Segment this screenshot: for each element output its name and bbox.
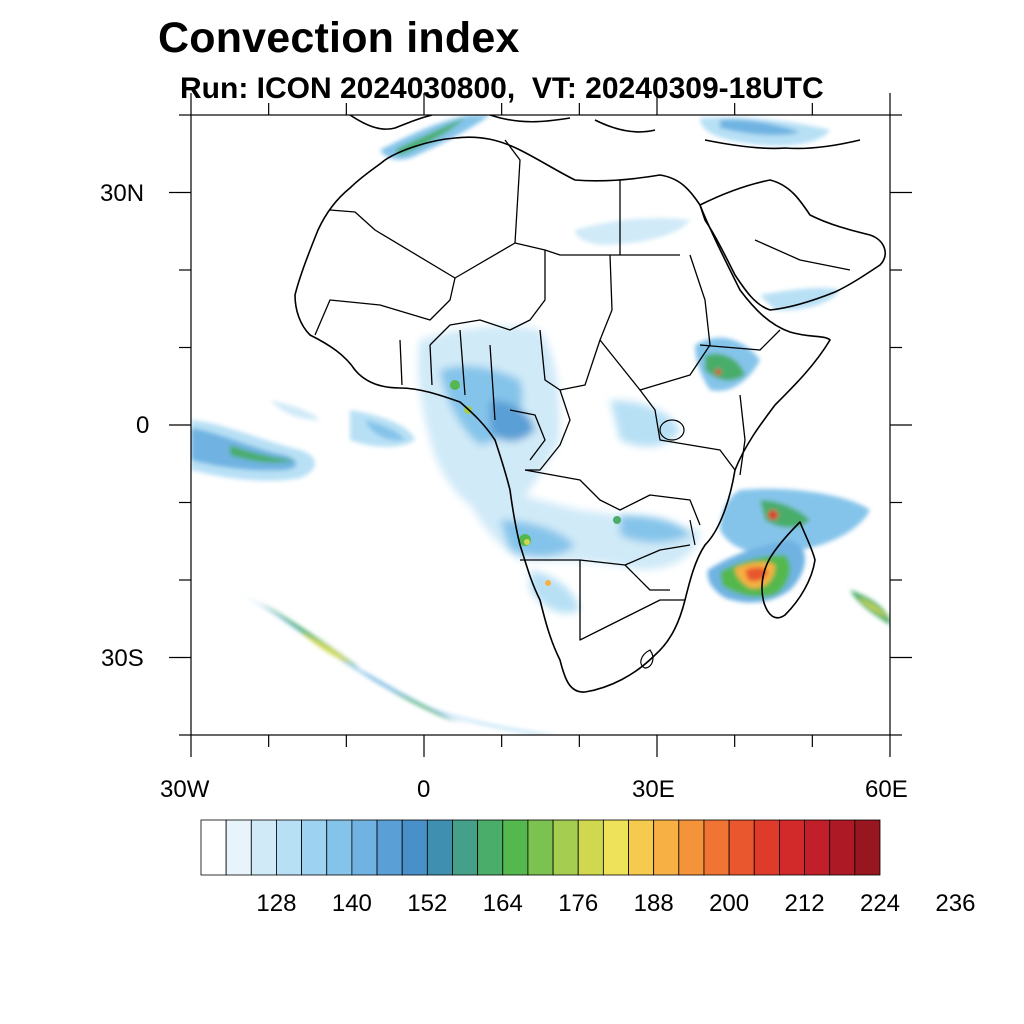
map-subtitle: Run: ICON 2024030800, VT: 20240309-18UTC (180, 72, 824, 105)
equatorial-atlantic-cells (191, 400, 415, 481)
madagascar-coastline (761, 521, 816, 619)
arabia-coastline (699, 179, 886, 311)
africa-coastline (294, 136, 831, 693)
lat-label-0: 0 (136, 412, 150, 439)
convection-field (191, 115, 890, 735)
south-atlantic-band (243, 595, 560, 735)
country-borders (314, 139, 851, 641)
map-title: Convection index (158, 14, 520, 62)
lakes (640, 419, 696, 669)
mozambique-channel-cells (707, 488, 890, 625)
axis-ticks (169, 93, 912, 757)
lon-label-60e: 60E (865, 776, 908, 803)
lon-label-30w: 30W (160, 776, 210, 803)
lat-label-30n: 30N (100, 180, 145, 207)
ethiopia-cells (695, 337, 760, 391)
lat-label-30s: 30S (101, 645, 144, 672)
lon-label-30e: 30E (632, 776, 675, 803)
europe-coastline (349, 115, 861, 150)
coastlines (294, 115, 886, 693)
mediterranean-cells (380, 115, 840, 311)
lon-label-0: 0 (417, 776, 431, 803)
central-africa-field (418, 325, 700, 614)
